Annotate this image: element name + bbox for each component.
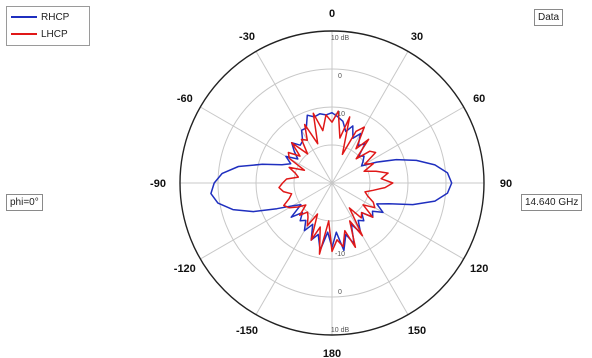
polar-grid — [179, 30, 485, 336]
grid-spoke-1 — [331, 51, 409, 184]
grid-spoke-2 — [331, 106, 464, 184]
angle-tick-label: -120 — [174, 263, 196, 275]
angle-tick-label: 120 — [470, 263, 488, 275]
angle-tick-label: -90 — [150, 178, 166, 190]
radial-tick-label: -10 — [335, 111, 345, 118]
cut-label-box: phi=0° — [6, 194, 43, 211]
legend: RHCP LHCP — [6, 6, 90, 46]
radial-tick-layer: 10 dB 10 dB 0 0 -10 -10 — [331, 35, 350, 334]
angle-tick-label: 90 — [500, 178, 512, 190]
grid-spoke-5 — [331, 182, 409, 315]
data-label-box: Data — [534, 9, 564, 26]
grid-spoke-10 — [200, 106, 333, 184]
radial-tick-label: 0 — [338, 73, 342, 80]
angle-tick-label: 0 — [329, 8, 335, 20]
legend-swatch-lhcp — [11, 33, 37, 35]
legend-item-lhcp: LHCP — [11, 27, 68, 41]
angle-tick-label: -60 — [177, 93, 193, 105]
angle-tick-label: 180 — [323, 348, 341, 358]
angle-tick-label: 30 — [411, 31, 423, 43]
series-line-lhcp — [278, 110, 394, 255]
legend-item-rhcp: RHCP — [11, 10, 69, 24]
radial-tick-label: 10 dB — [331, 35, 350, 42]
series-layer — [210, 110, 453, 255]
legend-label-lhcp: LHCP — [41, 28, 68, 40]
grid-spoke-8 — [200, 182, 333, 260]
legend-label-rhcp: RHCP — [41, 11, 70, 23]
radial-tick-label: -10 — [335, 251, 345, 258]
angle-tick-label: -150 — [236, 325, 258, 337]
angle-tick-label: 150 — [408, 325, 426, 337]
angle-tick-layer: 0 30 60 90 120 150 180 -150 -120 -90 -60 -30 — [150, 8, 512, 358]
radial-tick-label: 10 dB — [331, 327, 350, 334]
outer-ring — [179, 30, 485, 336]
radial-tick-label: 0 — [338, 289, 342, 296]
legend-swatch-rhcp — [11, 16, 37, 18]
angle-tick-label: 60 — [473, 93, 485, 105]
angle-tick-label: -30 — [239, 31, 255, 43]
grid-spoke-11 — [255, 51, 333, 184]
grid-spoke-4 — [331, 182, 464, 260]
frequency-label-box: 14.640 GHz — [521, 194, 583, 211]
grid-spoke-7 — [255, 182, 333, 315]
